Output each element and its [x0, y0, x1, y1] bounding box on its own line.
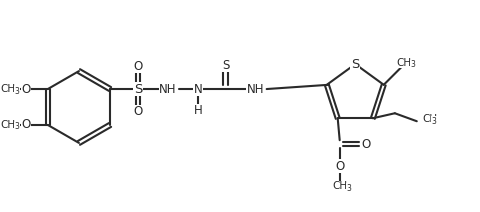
Text: S: S — [351, 58, 360, 71]
Text: 3: 3 — [14, 86, 19, 96]
Text: CH: CH — [0, 120, 15, 130]
Text: N: N — [193, 82, 202, 96]
Text: 3: 3 — [14, 123, 19, 131]
Text: O: O — [361, 138, 370, 151]
Text: 3: 3 — [410, 60, 415, 69]
Text: NH: NH — [247, 82, 264, 96]
Text: CH: CH — [332, 181, 347, 191]
Text: O: O — [133, 106, 143, 119]
Text: 3: 3 — [432, 117, 437, 126]
Text: O: O — [133, 60, 143, 73]
Text: CH: CH — [0, 84, 15, 94]
Text: S: S — [222, 59, 229, 72]
Text: CH: CH — [396, 58, 411, 68]
Text: H: H — [193, 105, 202, 117]
Text: O: O — [335, 160, 344, 173]
Text: CH: CH — [423, 114, 438, 124]
Text: NH: NH — [159, 82, 177, 96]
Text: S: S — [134, 82, 142, 96]
Text: O: O — [21, 82, 31, 96]
Text: 3: 3 — [346, 184, 351, 192]
Text: O: O — [21, 119, 31, 131]
